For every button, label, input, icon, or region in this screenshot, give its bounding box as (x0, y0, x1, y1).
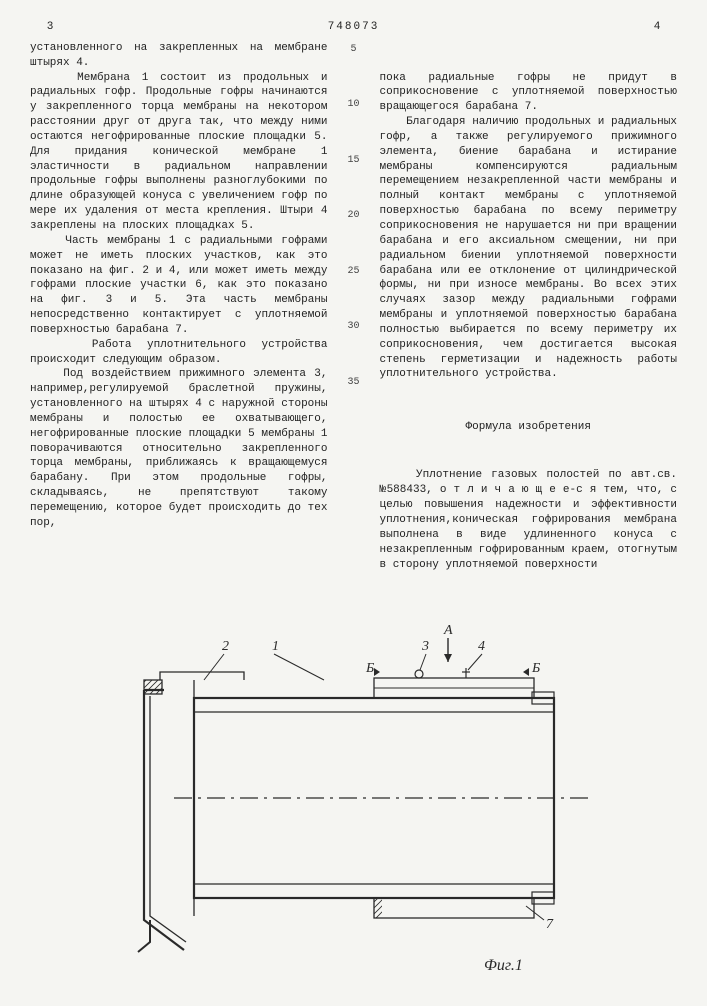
text-columns: установленного на закрепленных на мембра… (30, 41, 677, 602)
lineno: 35 (346, 376, 362, 390)
page-number-left: 3 (30, 20, 70, 35)
left-column: установленного на закрепленных на мембра… (30, 41, 328, 602)
right-column-formula: Уплотнение газовых полостей по авт.св.№5… (380, 468, 678, 572)
page-number-right: 4 (637, 20, 677, 35)
lineno: 15 (346, 154, 362, 168)
line-numbers: 5 10 15 20 25 30 35 (346, 41, 362, 602)
fig-label-A: A (443, 623, 453, 638)
fig-label-B1: Б (365, 661, 374, 676)
lineno: 25 (346, 265, 362, 279)
fig-label-1: 1 (272, 639, 279, 654)
figure-svg: 2 1 3 4 A Б Б 7 Фиг.1 (74, 620, 634, 980)
fig-label-7: 7 (546, 917, 554, 932)
fig-label-4: 4 (478, 639, 485, 654)
right-column: пока радиальные гофры не придут в соприк… (380, 41, 678, 602)
lineno: 30 (346, 320, 362, 334)
fig-label-B2: Б (531, 661, 540, 676)
fig-label-3: 3 (421, 639, 429, 654)
lineno: 20 (346, 209, 362, 223)
patent-number: 748073 (70, 20, 637, 35)
lineno: 10 (346, 98, 362, 112)
lineno: 5 (346, 43, 362, 57)
formula-title: Формула изобретения (380, 420, 678, 435)
header-row: 3 748073 4 (30, 20, 677, 35)
fig-label-2: 2 (222, 639, 229, 654)
figure-1: 2 1 3 4 A Б Б 7 Фиг.1 (30, 620, 677, 986)
right-column-top: пока радиальные гофры не придут в соприк… (380, 71, 678, 383)
figure-caption: Фиг.1 (484, 957, 523, 974)
